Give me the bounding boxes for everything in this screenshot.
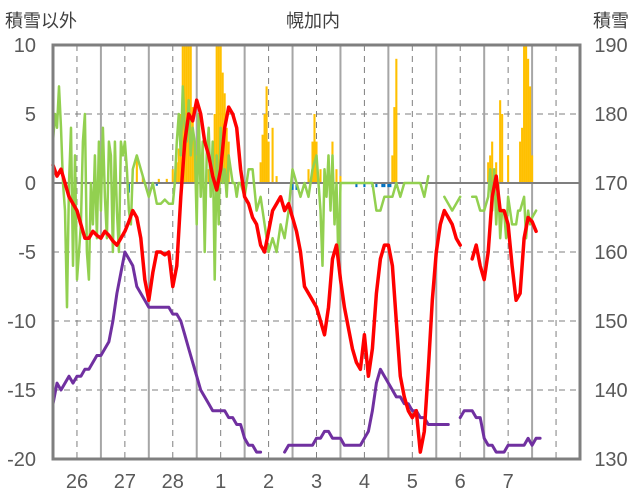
precip-bar — [495, 162, 498, 183]
left-tick-label: 5 — [25, 104, 36, 126]
precip-bar — [387, 183, 390, 188]
right-tick-label: 170 — [594, 173, 627, 195]
right-tick-label: 150 — [594, 311, 627, 333]
precip-bar — [395, 58, 398, 183]
precip-bar — [523, 45, 526, 183]
precip-bar — [225, 127, 228, 183]
x-tick-label: 5 — [407, 471, 418, 493]
precip-bar — [339, 176, 342, 183]
right-tick-label: 190 — [594, 35, 627, 57]
precip-bar — [263, 114, 266, 183]
x-tick-label: 4 — [359, 471, 370, 493]
left-tick-label: 10 — [14, 35, 36, 57]
chart-title: 幌加内 — [286, 11, 340, 32]
x-tick-label: 2 — [263, 471, 274, 493]
precip-bar — [499, 100, 502, 183]
right-tick-label: 160 — [594, 242, 627, 264]
precip-bar — [189, 45, 192, 183]
x-tick-label: 28 — [162, 471, 184, 493]
precip-bar — [381, 183, 384, 188]
x-tick-label: 3 — [311, 471, 322, 493]
precip-bar — [521, 127, 524, 183]
precip-bar — [185, 45, 188, 183]
precip-bar — [391, 155, 394, 183]
right-axis-title: 積雪 — [593, 11, 629, 32]
right-axis-ticks: 190 180 170 160 150 140 130 — [594, 35, 627, 471]
right-tick-label: 180 — [594, 104, 627, 126]
precip-bar — [157, 178, 160, 183]
x-tick-label: 6 — [455, 471, 466, 493]
x-tick-label: 7 — [503, 471, 514, 493]
precip-bar — [267, 141, 270, 183]
precip-bar — [389, 183, 392, 188]
precip-bar — [165, 178, 168, 183]
precip-bar — [291, 183, 294, 190]
precip-bar — [311, 141, 314, 183]
precip-bar — [375, 183, 378, 188]
left-tick-label: 0 — [25, 173, 36, 195]
precip-bar — [221, 72, 224, 183]
precip-bar — [261, 134, 264, 183]
precip-bar — [531, 155, 534, 183]
left-tick-label: -10 — [7, 311, 36, 333]
precip-bar — [319, 169, 322, 183]
precip-bar — [313, 114, 316, 183]
precip-bar — [525, 45, 528, 183]
precip-bar — [355, 183, 358, 188]
plot-area-border — [51, 43, 582, 461]
x-tick-label: 1 — [215, 471, 226, 493]
wind-line — [51, 85, 538, 309]
left-tick-label: -15 — [7, 380, 36, 402]
precip-bar — [175, 162, 178, 183]
x-tick-label: 27 — [114, 471, 136, 493]
left-axis-title: 積雪以外 — [5, 11, 77, 32]
precip-bar — [213, 114, 216, 183]
precip-bar — [191, 107, 194, 183]
snow_depth-line — [51, 250, 542, 454]
temperature-line — [51, 98, 538, 454]
precip-bar — [519, 141, 522, 183]
precip-bar — [383, 183, 386, 188]
left-tick-label: -5 — [18, 242, 36, 264]
precip-bar — [259, 162, 262, 183]
precip-bar — [217, 45, 220, 183]
precip-bar — [393, 107, 396, 183]
precip-bar — [207, 169, 210, 183]
right-tick-label: 140 — [594, 380, 627, 402]
right-tick-label: 130 — [594, 449, 627, 471]
precip-bar — [171, 169, 174, 183]
precip-bar — [335, 169, 338, 183]
precip-bar — [265, 86, 268, 183]
precip-bar — [527, 58, 530, 183]
series-lines — [51, 85, 542, 454]
left-axis-ticks: 10 5 0 -5 -10 -15 -20 — [7, 35, 36, 471]
plot-border — [51, 43, 582, 461]
precip-bar — [219, 45, 222, 183]
precip-bar — [491, 141, 494, 183]
precip-bar — [501, 114, 504, 183]
left-tick-label: -20 — [7, 449, 36, 471]
precip-bar — [275, 176, 278, 183]
precip-bar — [307, 169, 310, 183]
precip-bar — [155, 183, 158, 186]
precip-bar — [363, 183, 366, 188]
precip-bar — [135, 155, 138, 183]
precip-bar — [271, 127, 274, 183]
precip-bar — [507, 155, 510, 183]
x-axis-ticks: 26 27 28 1 2 3 4 5 6 7 — [66, 471, 514, 493]
x-tick-label: 26 — [66, 471, 88, 493]
precip-bar — [529, 86, 532, 183]
precip-bar — [487, 162, 490, 183]
precip-bar — [177, 148, 180, 183]
precip-bar — [215, 45, 218, 183]
